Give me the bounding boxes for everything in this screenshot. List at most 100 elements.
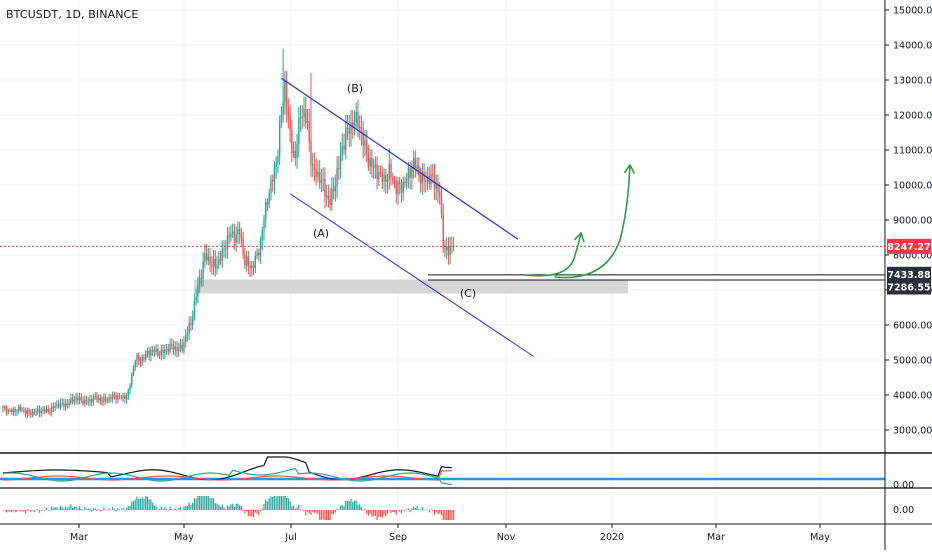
channel-lower-line [289,193,534,357]
time-axis: Mar May Jul Sep Nov 2020 Mar May [0,523,932,543]
histogram-bar [420,509,422,511]
candle [5,405,8,416]
candle [2,405,4,413]
histogram-bar [91,510,93,512]
histogram-bar [360,506,363,510]
histogram-bar [192,502,194,510]
candle-body [113,394,116,396]
histogram-bar [294,508,296,510]
candle-body [393,180,396,182]
candle-body [183,342,185,351]
candle [174,341,176,356]
time-tick-label: Sep [389,532,407,543]
histogram-bar [35,509,37,511]
histogram-bar [235,503,237,510]
candle-body [35,411,37,414]
candle [92,394,95,406]
candle-body [278,122,281,157]
histogram-bar [423,509,425,511]
candle-body [54,406,56,408]
candle-body [289,114,291,131]
candle-body [341,145,343,155]
candle [348,115,350,148]
histogram-bar [5,510,8,513]
candle [85,395,88,406]
histogram-bar [54,506,56,510]
histogram-bar [331,510,333,514]
candle-body [418,165,420,176]
candle [99,394,102,405]
candle-body [419,175,422,184]
candle [423,162,425,193]
candle-body [282,102,284,115]
candle [245,250,248,272]
candle-body [395,181,397,194]
candle-body [238,229,241,235]
candle-body [49,411,51,413]
candle [183,336,185,355]
histogram-bar [49,510,51,511]
histogram-bar [84,507,86,510]
histogram-bar [327,510,329,520]
candle-body [324,178,326,197]
candle [272,174,274,192]
histogram-bar [265,499,267,510]
candle [188,316,190,340]
candle-body [165,348,168,350]
candle [294,141,297,166]
candle [158,350,161,360]
candle [101,396,103,406]
candle [205,244,208,265]
candle-body [181,344,183,351]
histogram-bar [132,501,135,510]
candle [432,164,434,184]
candle-body [219,259,222,261]
candle [357,99,359,138]
histogram-bar [275,496,277,510]
histogram-bar [326,510,328,520]
candle [132,365,135,377]
time-tick-label: 2020 [600,532,624,543]
histogram-bar [350,498,352,510]
candle [315,158,317,186]
histogram-bar [82,510,84,511]
candle-body [218,259,220,265]
candle [303,96,305,127]
histogram-bar [338,509,340,511]
oscillator-axis-label: 0.00 [893,480,914,491]
histogram-bar [373,510,375,516]
candle-body [28,410,30,413]
candle [70,393,72,405]
histogram-bar [357,504,359,510]
histogram-bar [369,510,371,514]
price-tag-label: 8247.27 [887,242,930,253]
candle-body [409,168,411,178]
candle-body [423,171,425,181]
candle [9,408,11,413]
candle [54,402,56,412]
candle-body [38,408,41,414]
candle-body [30,412,32,415]
histogram-bar [63,508,65,510]
candle [324,167,326,209]
candle [167,343,169,356]
candle-body [178,348,180,352]
histogram-bar [153,505,155,510]
histogram-bar [214,503,216,510]
candle-body [433,174,436,189]
histogram-bar [118,509,121,511]
candle-body [56,404,58,407]
histogram-bar [183,506,185,510]
histogram-bar [52,508,55,510]
candle [110,393,112,403]
projection-arrow-large [554,164,635,279]
histogram-bar [280,496,282,510]
histogram-bar [362,509,364,511]
histogram-bar [38,510,41,513]
price-tick-label: 4000.00 [893,391,932,402]
candle [428,166,430,190]
candle-body [399,181,401,184]
candle [252,261,255,276]
